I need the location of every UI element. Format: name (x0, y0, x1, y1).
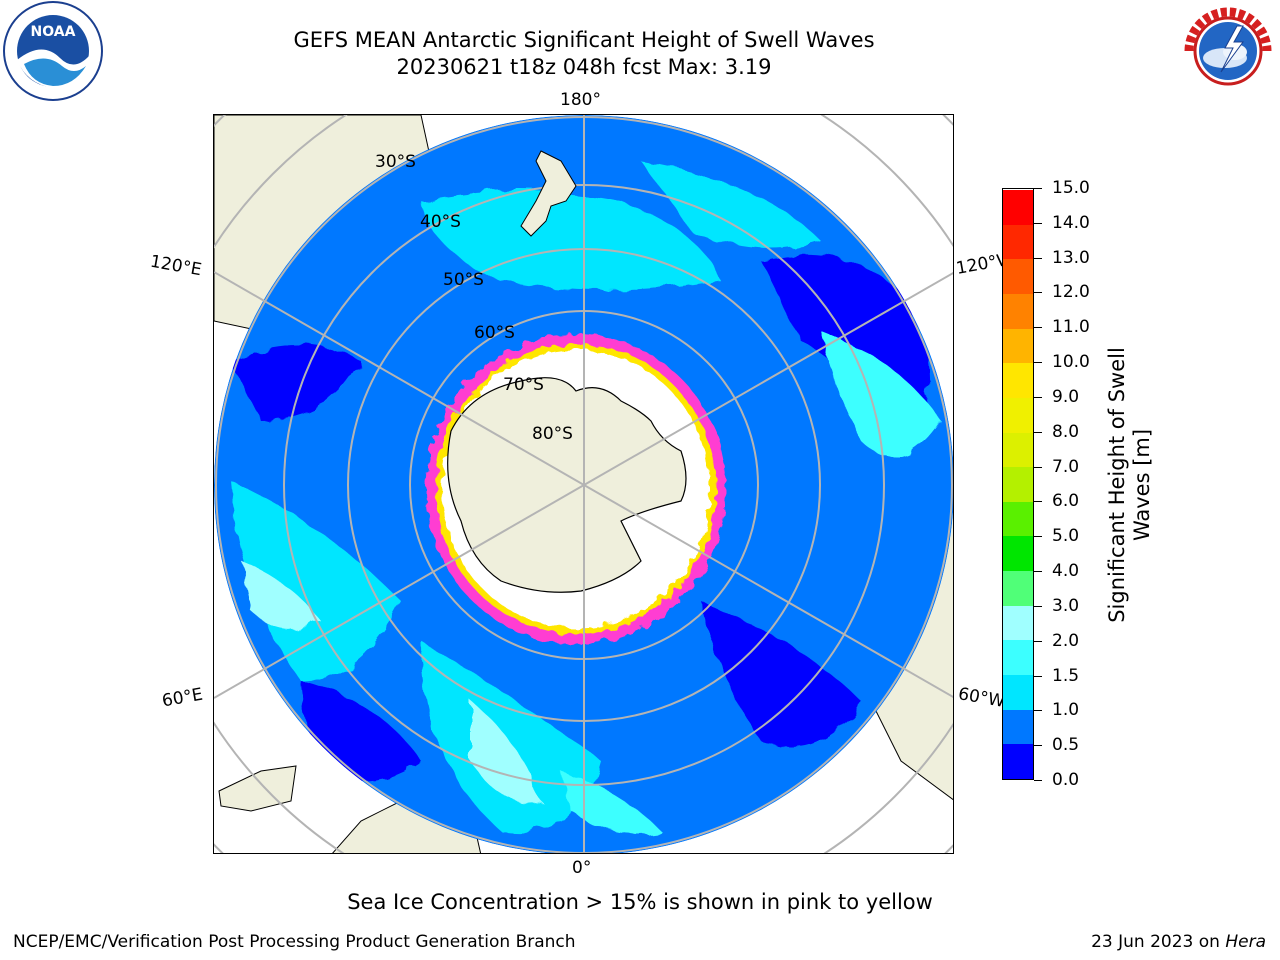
colorbar-tick (1034, 396, 1042, 398)
colorbar-tick (1034, 222, 1042, 224)
colorbar-tick-label: 14.0 (1052, 212, 1090, 233)
nws-logo-icon (1177, 0, 1279, 102)
colorbar-segment (1003, 570, 1033, 606)
lat-label-80s: 80°S (532, 424, 573, 444)
colorbar-segment (1003, 501, 1033, 537)
lat-label-70s: 70°S (503, 375, 544, 395)
colorbar-segment (1003, 224, 1033, 260)
colorbar-tick-label: 12.0 (1052, 282, 1090, 303)
colorbar (1002, 188, 1034, 780)
land-antarctica (447, 377, 687, 593)
colorbar-tick (1034, 536, 1042, 538)
colorbar-segment (1003, 258, 1033, 294)
lon-label-lower-left: 60°E (160, 684, 205, 712)
colorbar-tick-label: 6.0 (1052, 491, 1080, 512)
footer-date-text: 23 Jun 2023 on (1091, 932, 1226, 952)
colorbar-tick (1034, 257, 1042, 259)
colorbar-segment (1003, 328, 1033, 364)
polar-map (213, 114, 954, 854)
colorbar-tick (1034, 292, 1042, 294)
colorbar-tick (1034, 745, 1042, 747)
land-new-zealand (520, 150, 577, 237)
colorbar-segment (1003, 293, 1033, 329)
colorbar-segment (1003, 535, 1033, 572)
colorbar-tick (1034, 501, 1042, 503)
colorbar-tick-label: 8.0 (1052, 421, 1080, 442)
lon-label-top: 180° (560, 90, 601, 110)
colorbar-tick-label: 0.5 (1052, 735, 1080, 756)
lat-label-30s: 30°S (375, 152, 416, 172)
colorbar-tick (1034, 571, 1042, 573)
lon-label-bottom: 0° (572, 858, 592, 878)
lat-label-60s: 60°S (474, 323, 515, 343)
noaa-logo-text: NOAA (31, 24, 76, 40)
noaa-logo-icon: NOAA (2, 0, 104, 102)
colorbar-segment (1003, 674, 1033, 710)
footer-credit: NCEP/EMC/Verification Post Processing Pr… (13, 932, 576, 952)
colorbar-segment (1003, 466, 1033, 502)
colorbar-tick-label: 3.0 (1052, 595, 1080, 616)
colorbar-tick (1034, 431, 1042, 433)
lon-label-lower-right: 60°W (956, 684, 1007, 712)
colorbar-segment (1003, 743, 1033, 779)
title-line-2: 20230621 t18z 048h fcst Max: 3.19 (396, 55, 772, 79)
colorbar-tick (1034, 466, 1042, 468)
footer-host: Hera (1225, 932, 1266, 952)
colorbar-tick-label: 0.0 (1052, 770, 1080, 790)
colorbar-tick-label: 5.0 (1052, 526, 1080, 547)
footer-date: 23 Jun 2023 on Hera (1091, 932, 1266, 952)
colorbar-tick-label: 15.0 (1052, 178, 1090, 198)
colorbar-tick-label: 10.0 (1052, 352, 1090, 373)
title-line-1: GEFS MEAN Antarctic Significant Height o… (293, 28, 875, 52)
colorbar-tick (1034, 675, 1042, 677)
swell-band-low (231, 346, 361, 421)
colorbar-segment (1003, 362, 1033, 398)
lat-label-40s: 40°S (420, 212, 461, 232)
colorbar-tick (1034, 605, 1042, 607)
lon-label-upper-left: 120°E (148, 251, 204, 281)
colorbar-segment (1003, 432, 1033, 468)
colorbar-tick-label: 1.0 (1052, 700, 1080, 721)
colorbar-tick-label: 7.0 (1052, 456, 1080, 477)
colorbar-title-line1: Significant Height of Swell (1105, 347, 1129, 623)
colorbar-segment (1003, 709, 1033, 745)
colorbar-tick (1034, 710, 1042, 712)
colorbar-tick-label: 2.0 (1052, 630, 1080, 651)
colorbar-tick-label: 13.0 (1052, 247, 1090, 268)
colorbar-tick-label: 11.0 (1052, 317, 1090, 338)
colorbar-tick (1034, 362, 1042, 364)
colorbar-tick-label: 4.0 (1052, 561, 1080, 582)
colorbar-tick (1034, 327, 1042, 329)
colorbar-tick (1034, 640, 1042, 642)
colorbar-segment (1003, 189, 1033, 225)
longitude-grid (214, 115, 953, 853)
colorbar-segment (1003, 397, 1033, 433)
colorbar-tick-label: 1.5 (1052, 665, 1080, 686)
colorbar-tick-label: 9.0 (1052, 386, 1080, 407)
colorbar-segment (1003, 639, 1033, 676)
colorbar-tick (1034, 188, 1042, 189)
colorbar-segment (1003, 605, 1033, 641)
lat-label-50s: 50°S (443, 270, 484, 290)
land-madagascar (218, 765, 297, 812)
colorbar-tick (1034, 780, 1042, 781)
sea-ice-caption: Sea Ice Concentration > 15% is shown in … (347, 890, 933, 914)
colorbar-title-line2: Waves [m] (1130, 428, 1154, 542)
colorbar-title: Significant Height of Swell Waves [m] (1105, 347, 1155, 623)
